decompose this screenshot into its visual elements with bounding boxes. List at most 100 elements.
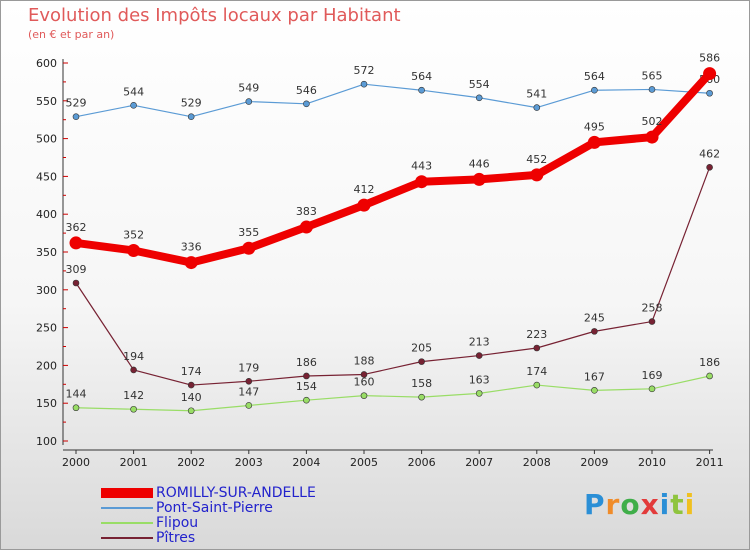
y-tick-label: 400 bbox=[36, 208, 57, 221]
data-point bbox=[303, 100, 310, 108]
data-point bbox=[69, 236, 83, 250]
data-label: 412 bbox=[354, 183, 375, 196]
series-layer: 5295445295495465725645545415645655601441… bbox=[66, 52, 720, 415]
data-point bbox=[648, 318, 656, 325]
data-label: 223 bbox=[526, 328, 547, 341]
data-point bbox=[127, 243, 141, 257]
legend-label-pont-saint-pierre: Pont-Saint-Pierre bbox=[156, 500, 273, 516]
x-tick-label: 2008 bbox=[523, 456, 551, 469]
data-label: 554 bbox=[469, 78, 490, 91]
data-point bbox=[360, 392, 368, 399]
data-label: 186 bbox=[699, 356, 720, 369]
data-point bbox=[418, 86, 425, 94]
data-point bbox=[130, 366, 137, 374]
x-tick-label: 2011 bbox=[696, 456, 724, 469]
data-point bbox=[591, 86, 598, 94]
data-point bbox=[475, 352, 483, 359]
data-label: 586 bbox=[699, 52, 720, 65]
data-label: 142 bbox=[123, 389, 144, 402]
data-point bbox=[303, 396, 310, 404]
data-point bbox=[72, 113, 80, 120]
x-tick-label: 2005 bbox=[350, 456, 378, 469]
data-point bbox=[130, 405, 137, 413]
logo-letter: P bbox=[584, 488, 606, 521]
data-label: 158 bbox=[411, 377, 432, 390]
y-tick-label: 350 bbox=[36, 246, 57, 259]
logo-letter: o bbox=[620, 488, 641, 521]
data-label: 544 bbox=[123, 85, 144, 98]
data-label: 194 bbox=[123, 350, 144, 363]
data-point bbox=[415, 175, 429, 189]
data-point bbox=[357, 198, 371, 212]
data-label: 213 bbox=[469, 336, 490, 349]
legend-label-flipou: Flipou bbox=[156, 515, 199, 531]
data-point bbox=[706, 164, 713, 171]
data-label: 140 bbox=[181, 391, 202, 404]
data-point bbox=[187, 113, 195, 120]
y-tick-label: 550 bbox=[36, 95, 57, 108]
data-label: 564 bbox=[411, 70, 432, 83]
y-tick-label: 500 bbox=[36, 133, 57, 146]
data-point bbox=[587, 135, 601, 149]
data-point bbox=[472, 172, 486, 186]
y-tick-label: 600 bbox=[36, 57, 57, 70]
data-point bbox=[242, 241, 256, 255]
logo-letter: t bbox=[670, 488, 685, 521]
axes: 100 150 200 250 300 350 400 450 500 550 600 2000 200… bbox=[36, 57, 724, 469]
data-label: 495 bbox=[584, 120, 605, 133]
data-point bbox=[706, 372, 713, 380]
y-tick-label: 200 bbox=[36, 359, 57, 372]
data-point bbox=[648, 86, 656, 93]
logo-letter: i bbox=[659, 488, 671, 521]
data-label: 443 bbox=[411, 160, 432, 173]
data-label: 174 bbox=[526, 365, 547, 378]
chart-title: Evolution des Impôts locaux par Habitant bbox=[28, 5, 401, 26]
legend-swatch-romilly bbox=[101, 488, 153, 498]
data-point bbox=[703, 67, 717, 81]
data-label: 564 bbox=[584, 70, 605, 83]
data-point bbox=[187, 381, 195, 389]
x-tick-label: 2003 bbox=[235, 456, 263, 469]
data-label: 245 bbox=[584, 311, 605, 324]
data-label: 462 bbox=[699, 147, 720, 160]
data-label: 549 bbox=[238, 82, 259, 95]
series-p-tres: 309 194 174 179 186 188 205 213 223 245 258 462 bbox=[66, 147, 720, 389]
data-point bbox=[475, 94, 483, 102]
proxiti-logo: Proxiti bbox=[584, 488, 695, 521]
data-label: 186 bbox=[296, 356, 317, 369]
data-point bbox=[360, 80, 368, 88]
data-label: 169 bbox=[642, 369, 663, 382]
data-point bbox=[475, 390, 483, 397]
data-point bbox=[72, 404, 80, 412]
y-tick-label: 300 bbox=[36, 284, 57, 297]
y-tick-label: 150 bbox=[36, 397, 57, 410]
data-label: 529 bbox=[66, 97, 87, 110]
legend-swatch-flipou bbox=[101, 522, 153, 524]
data-label: 529 bbox=[181, 97, 202, 110]
data-point bbox=[533, 344, 541, 352]
data-label: 309 bbox=[66, 263, 87, 276]
chart-subtitle: (en € et par an) bbox=[28, 28, 115, 41]
x-tick-label: 2007 bbox=[465, 456, 493, 469]
data-label: 565 bbox=[642, 69, 663, 82]
data-label: 147 bbox=[238, 385, 259, 398]
data-point bbox=[303, 372, 310, 380]
data-label: 205 bbox=[411, 342, 432, 355]
y-tick-label: 450 bbox=[36, 170, 57, 183]
data-label: 502 bbox=[642, 115, 663, 128]
data-point bbox=[530, 168, 544, 182]
x-tick-label: 2006 bbox=[408, 456, 436, 469]
y-tick-label: 250 bbox=[36, 322, 57, 335]
data-point bbox=[591, 387, 598, 394]
series-flipou: 144 142 140 147 154 160 158 163 174 167 169 186 bbox=[66, 356, 720, 415]
data-label: 362 bbox=[66, 221, 87, 234]
y-tick-label: 100 bbox=[36, 435, 57, 448]
data-point bbox=[245, 402, 253, 409]
data-label: 572 bbox=[354, 64, 375, 77]
data-label: 336 bbox=[181, 241, 202, 254]
data-label: 160 bbox=[354, 376, 375, 389]
data-point bbox=[533, 381, 541, 389]
logo-letter: i bbox=[684, 488, 696, 521]
